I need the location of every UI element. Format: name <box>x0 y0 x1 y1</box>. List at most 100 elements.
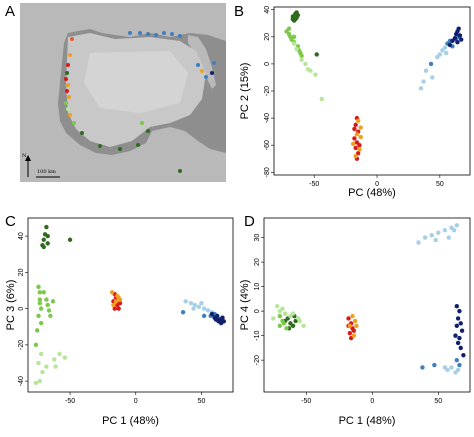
data-point-light-green <box>308 68 313 73</box>
data-point-light-green <box>303 61 308 67</box>
plot-frame <box>273 6 471 176</box>
data-point-dark-green <box>44 224 49 230</box>
data-point-dark-blue <box>447 42 453 48</box>
data-point-orange <box>109 290 115 295</box>
data-point-red <box>357 142 362 148</box>
x-axis-label: PC (48%) <box>348 187 396 199</box>
data-point-light-green <box>280 306 285 311</box>
x-tick-label: 50 <box>434 398 442 405</box>
data-point-light-blue <box>183 299 188 304</box>
data-point-dark-green <box>45 233 50 239</box>
data-point-dark-blue <box>455 316 461 321</box>
x-tick-label: 0 <box>370 398 374 405</box>
data-point-green <box>33 342 39 348</box>
data-point-light-blue <box>191 306 196 311</box>
pca-plot-b: -50 0 50 -80 -60 -40 -20 0 20 40 PC (48%) PC 2 (15%… <box>239 6 471 199</box>
data-point-orange <box>354 323 359 329</box>
data-point-red <box>351 328 356 333</box>
data-point-light-blue <box>449 365 454 370</box>
data-point-green <box>284 326 289 331</box>
plot-frame <box>27 217 234 393</box>
data-point-green <box>34 328 40 333</box>
data-point-dark-blue <box>459 328 465 333</box>
data-point-dark-blue <box>456 26 461 31</box>
data-point-light-blue <box>437 52 443 57</box>
data-point-dark-blue <box>209 311 215 317</box>
data-point-dark-blue <box>455 40 460 45</box>
data-point-green <box>299 53 304 58</box>
data-point-red <box>117 300 123 306</box>
data-point-orange <box>357 147 362 152</box>
sampling-sites <box>64 31 216 173</box>
y-tick-label: 0 <box>254 309 261 313</box>
data-point-red <box>112 306 117 311</box>
data-point-green <box>286 26 292 31</box>
y-axis-label: PC 3 (6%) <box>5 280 17 331</box>
data-point-light-blue <box>188 300 194 306</box>
data-point-dark-blue <box>461 353 466 358</box>
data-point-light-blue <box>201 306 207 311</box>
data-point-green <box>44 297 49 302</box>
data-point-light-blue <box>436 230 441 235</box>
y-tick-label: 20 <box>254 258 261 266</box>
data-point-dark-blue <box>458 345 463 351</box>
data-point-light-green <box>299 57 304 63</box>
data-point-light-blue <box>196 304 202 310</box>
y-tick-label: 20 <box>18 268 25 276</box>
data-point-light-blue <box>430 75 435 80</box>
data-point-light-blue <box>421 79 426 84</box>
data-point-dark-green <box>41 244 46 250</box>
data-point-light-green <box>297 318 302 324</box>
data-point-blue <box>454 357 459 363</box>
data-point-red <box>353 145 358 151</box>
panel-label-a: A <box>5 3 16 20</box>
data-point-dark-green <box>314 52 319 57</box>
data-point-green <box>41 290 46 295</box>
data-point-dark-blue <box>457 308 462 314</box>
data-point-light-green <box>275 304 280 309</box>
x-axis-label: PC 1 (48%) <box>102 415 159 427</box>
data-point-green <box>38 306 44 311</box>
data-point-orange <box>113 299 119 304</box>
data-point-orange <box>358 125 363 130</box>
pca-plot-c: -50 0 50 -40 -20 0 20 40 PC 1 (48%) PC 3 (6%) <box>5 217 234 427</box>
data-point-light-green <box>282 311 288 316</box>
data-point-light-green <box>290 311 296 316</box>
data-point-dark-green <box>41 237 46 242</box>
data-point-light-green <box>294 46 299 52</box>
plot-frame <box>263 217 471 393</box>
data-point-red <box>346 316 351 321</box>
data-point-blue <box>180 310 186 315</box>
gulf-of-mexico-map: N 100 km <box>20 3 226 182</box>
data-point-light-green <box>291 41 297 46</box>
data-point-dark-blue <box>454 304 459 309</box>
data-point-red <box>352 136 357 141</box>
data-point-light-blue <box>199 300 204 306</box>
data-point-dark-green <box>67 237 73 242</box>
data-point-light-blue <box>443 50 449 56</box>
data-point-light-blue <box>454 223 459 228</box>
y-tick-label: 30 <box>254 234 261 242</box>
data-point-light-green <box>271 316 276 321</box>
panel-label-d: D <box>244 213 255 230</box>
data-point-red <box>116 306 121 311</box>
data-point-red <box>352 126 357 132</box>
data-point-dark-blue <box>457 33 463 38</box>
y-tick-label: 0 <box>264 62 271 66</box>
data-point-light-green <box>40 369 45 375</box>
land-north <box>20 3 226 182</box>
y-tick-label: -20 <box>264 86 271 96</box>
data-point-light-blue <box>433 237 438 243</box>
data-point-light-green <box>44 364 49 369</box>
data-point-dark-blue <box>459 37 464 42</box>
data-point-light-green <box>36 360 41 366</box>
data-point-light-blue <box>446 235 452 240</box>
x-tick-label: 50 <box>198 398 206 405</box>
data-point-green <box>281 321 287 326</box>
data-point-blue <box>432 362 437 368</box>
data-point-dark-blue <box>220 315 225 320</box>
data-point-dark-blue <box>457 335 462 341</box>
data-point-orange <box>350 141 356 147</box>
data-point-green <box>277 323 283 329</box>
y-axis-label: PC 4 (4%) <box>239 280 251 331</box>
